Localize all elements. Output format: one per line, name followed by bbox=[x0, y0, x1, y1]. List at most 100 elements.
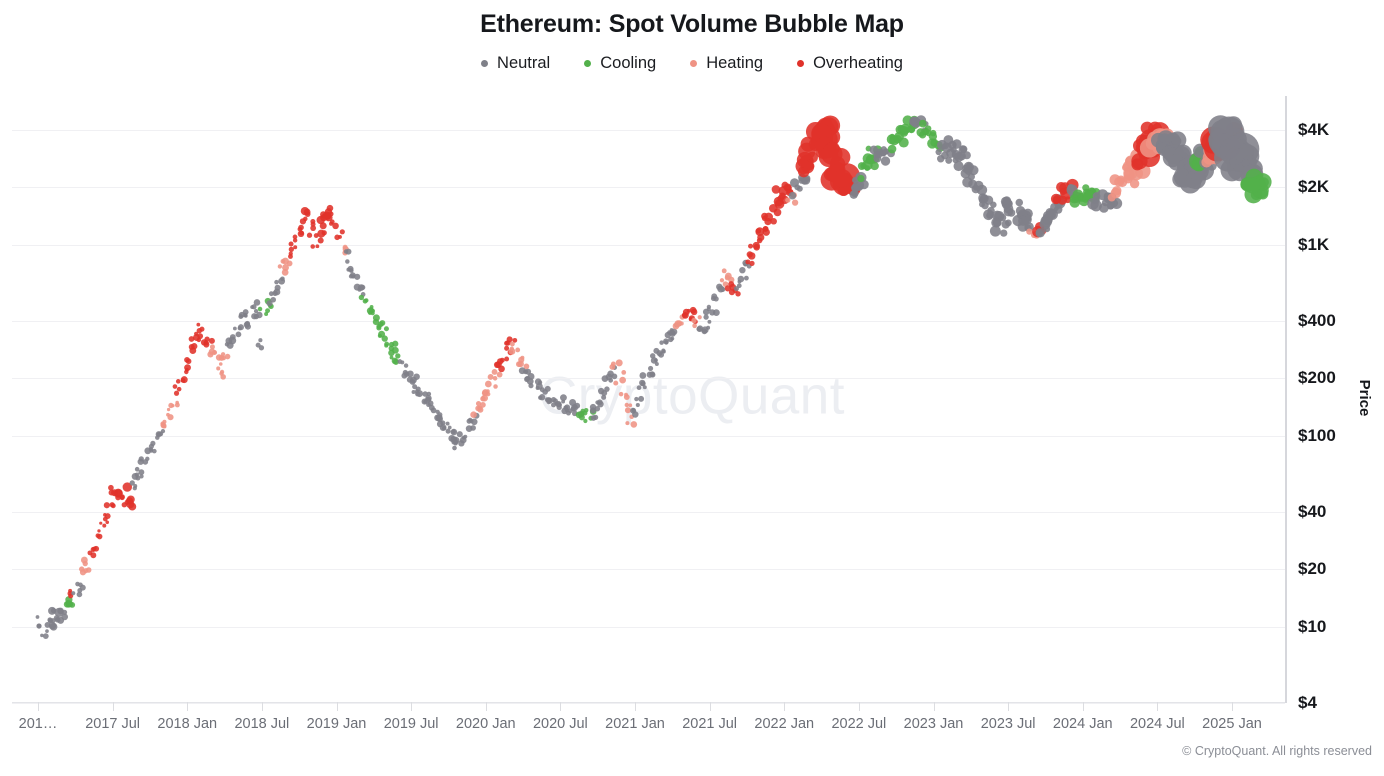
bubble-point[interactable] bbox=[608, 378, 614, 383]
bubble-point[interactable] bbox=[243, 312, 248, 318]
bubble-point[interactable] bbox=[497, 358, 504, 365]
bubble-point[interactable] bbox=[47, 617, 53, 623]
bubble-point[interactable] bbox=[959, 145, 968, 154]
bubble-point[interactable] bbox=[953, 161, 964, 172]
bubble-point[interactable] bbox=[1185, 169, 1207, 190]
bubble-point[interactable] bbox=[796, 185, 803, 192]
bubble-point[interactable] bbox=[317, 237, 324, 244]
bubble-point[interactable] bbox=[232, 326, 237, 331]
bubble-point[interactable] bbox=[788, 191, 797, 200]
bubble-point[interactable] bbox=[306, 232, 313, 238]
bubble-point[interactable] bbox=[421, 398, 428, 405]
bubble-point[interactable] bbox=[397, 359, 403, 364]
bubble-point[interactable] bbox=[82, 560, 88, 567]
bubble-point[interactable] bbox=[712, 309, 720, 317]
bubble-point[interactable] bbox=[538, 395, 543, 400]
bubble-point[interactable] bbox=[175, 400, 179, 405]
bubble-point[interactable] bbox=[463, 434, 468, 439]
bubble-point[interactable] bbox=[237, 326, 242, 331]
bubble-point[interactable] bbox=[634, 396, 639, 402]
bubble-point[interactable] bbox=[672, 322, 680, 330]
bubble-point[interactable] bbox=[981, 202, 989, 210]
bubble-point[interactable] bbox=[659, 340, 664, 345]
bubble-point[interactable] bbox=[108, 484, 114, 491]
bubble-point[interactable] bbox=[601, 375, 609, 383]
bubble-point[interactable] bbox=[339, 229, 345, 235]
bubble-point[interactable] bbox=[509, 346, 515, 352]
bubble-point[interactable] bbox=[624, 402, 629, 408]
bubble-point[interactable] bbox=[724, 272, 732, 280]
bubble-point[interactable] bbox=[990, 201, 997, 208]
bubble-point[interactable] bbox=[208, 348, 216, 355]
bubble-point[interactable] bbox=[882, 149, 889, 156]
bubble-point[interactable] bbox=[746, 251, 753, 258]
bubble-point[interactable] bbox=[561, 399, 566, 404]
bubble-point[interactable] bbox=[135, 475, 141, 481]
bubble-point[interactable] bbox=[437, 412, 443, 418]
bubble-point[interactable] bbox=[470, 411, 477, 418]
bubble-point[interactable] bbox=[1092, 196, 1100, 204]
bubble-point[interactable] bbox=[196, 322, 201, 327]
bubble-point[interactable] bbox=[1007, 208, 1016, 217]
bubble-point[interactable] bbox=[403, 363, 409, 368]
bubble-point[interactable] bbox=[601, 389, 608, 396]
bubble-point[interactable] bbox=[218, 362, 223, 366]
bubble-point[interactable] bbox=[293, 245, 298, 250]
bubble-point[interactable] bbox=[129, 480, 135, 486]
bubble-point[interactable] bbox=[649, 372, 656, 378]
bubble-point[interactable] bbox=[748, 243, 754, 249]
bubble-point[interactable] bbox=[208, 337, 215, 344]
bubble-point[interactable] bbox=[642, 385, 647, 390]
bubble-point[interactable] bbox=[395, 353, 401, 359]
bubble-point[interactable] bbox=[172, 384, 178, 389]
legend-item-neutral[interactable]: Neutral bbox=[481, 54, 550, 73]
bubble-point[interactable] bbox=[630, 421, 638, 428]
bubble-point[interactable] bbox=[610, 361, 616, 367]
bubble-point[interactable] bbox=[288, 241, 294, 247]
bubble-point[interactable] bbox=[928, 132, 938, 141]
bubble-point[interactable] bbox=[504, 345, 510, 351]
bubble-point[interactable] bbox=[557, 402, 562, 408]
bubble-point[interactable] bbox=[299, 230, 304, 236]
bubble-point[interactable] bbox=[650, 357, 658, 364]
bubble-point[interactable] bbox=[649, 353, 656, 359]
bubble-point[interactable] bbox=[697, 315, 702, 320]
bubble-point[interactable] bbox=[739, 266, 746, 274]
bubble-point[interactable] bbox=[470, 425, 476, 431]
bubble-point[interactable] bbox=[619, 376, 626, 384]
bubble-point[interactable] bbox=[962, 151, 971, 160]
bubble-point[interactable] bbox=[114, 489, 123, 498]
bubble-point[interactable] bbox=[621, 370, 627, 375]
bubble-point[interactable] bbox=[97, 529, 101, 533]
bubble-point[interactable] bbox=[801, 177, 809, 185]
bubble-point[interactable] bbox=[658, 351, 665, 358]
bubble-point[interactable] bbox=[639, 372, 647, 379]
bubble-point[interactable] bbox=[607, 370, 614, 378]
bubble-point[interactable] bbox=[61, 613, 69, 621]
bubble-point[interactable] bbox=[719, 278, 725, 283]
bubble-point[interactable] bbox=[720, 286, 726, 292]
bubble-point[interactable] bbox=[430, 407, 437, 414]
bubble-point[interactable] bbox=[345, 259, 350, 264]
bubble-point[interactable] bbox=[624, 407, 631, 414]
bubble-point[interactable] bbox=[280, 258, 286, 264]
bubble-point[interactable] bbox=[951, 149, 962, 160]
bubble-point[interactable] bbox=[166, 407, 171, 412]
bubble-point[interactable] bbox=[625, 421, 630, 426]
legend-item-cooling[interactable]: Cooling bbox=[584, 54, 656, 73]
bubble-point[interactable] bbox=[36, 623, 42, 628]
bubble-point[interactable] bbox=[1002, 196, 1012, 205]
bubble-point[interactable] bbox=[880, 156, 891, 166]
bubble-point[interactable] bbox=[122, 482, 133, 492]
bubble-point[interactable] bbox=[83, 568, 89, 574]
bubble-point[interactable] bbox=[138, 456, 144, 462]
bubble-point[interactable] bbox=[669, 330, 676, 337]
bubble-point[interactable] bbox=[1045, 208, 1055, 217]
bubble-point[interactable] bbox=[1099, 203, 1109, 213]
bubble-point[interactable] bbox=[833, 169, 852, 188]
bubble-point[interactable] bbox=[724, 285, 731, 292]
bubble-point[interactable] bbox=[601, 394, 607, 400]
bubble-point[interactable] bbox=[150, 440, 156, 446]
bubble-point[interactable] bbox=[173, 390, 180, 396]
bubble-point[interactable] bbox=[524, 368, 532, 375]
